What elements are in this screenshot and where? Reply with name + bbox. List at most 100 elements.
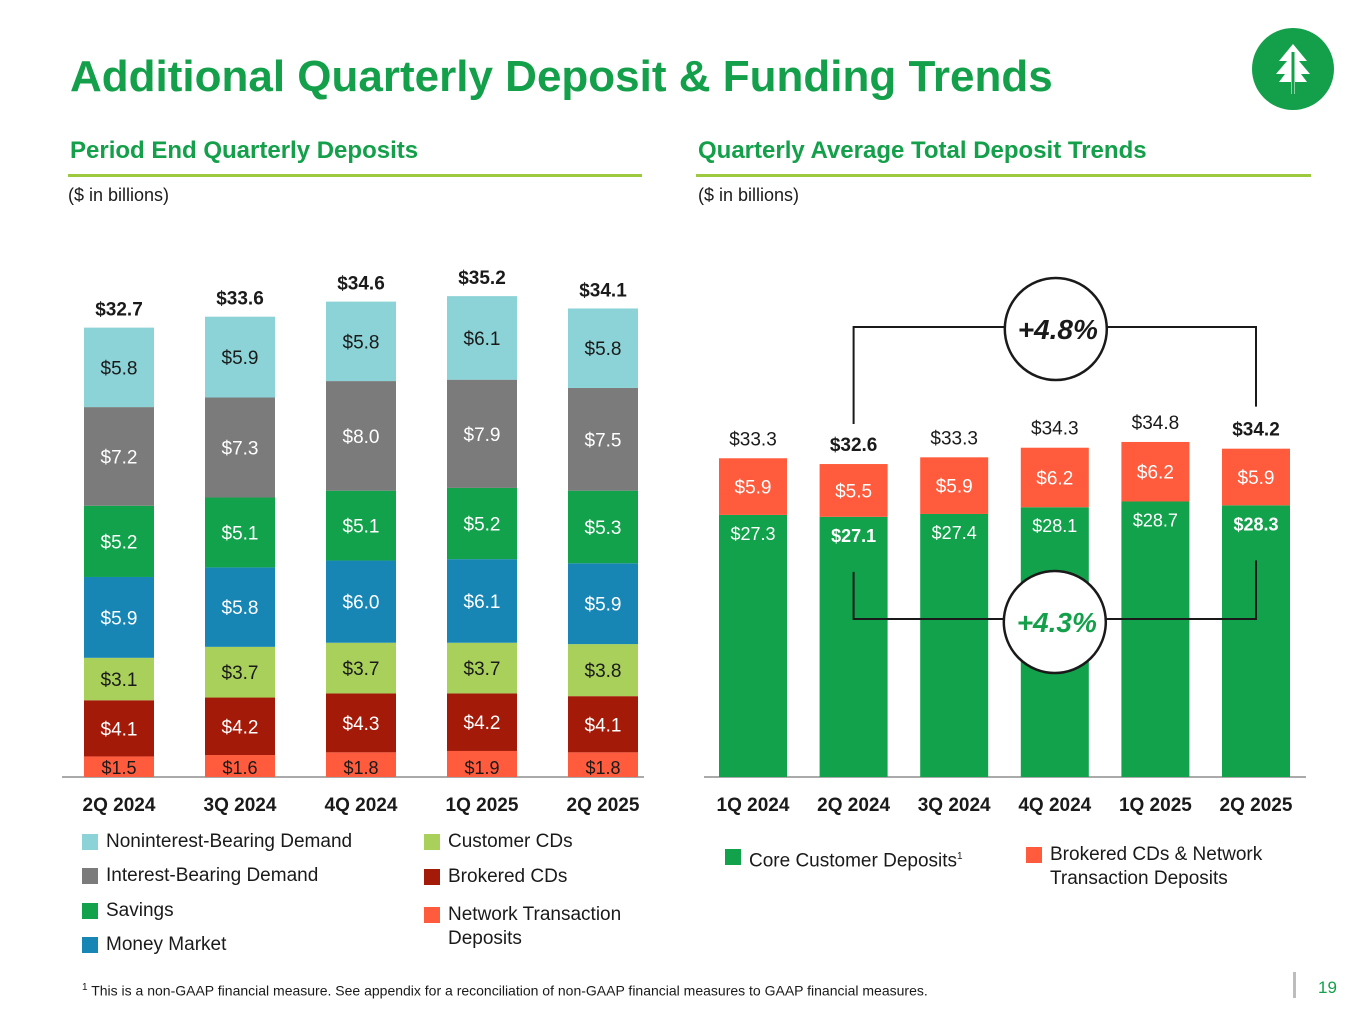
data-label: $5.9 (1238, 468, 1275, 489)
x-tick-label: 2Q 2024 (83, 795, 156, 816)
x-tick-label: 2Q 2024 (817, 795, 890, 816)
total-label: $34.8 (1132, 413, 1180, 434)
x-tick-label: 3Q 2024 (204, 795, 277, 816)
data-label: $5.2 (101, 532, 138, 553)
data-label: $5.3 (585, 518, 622, 539)
right-panel-heading: Quarterly Average Total Deposit Trends (698, 137, 1147, 164)
total-label: $34.2 (1232, 420, 1280, 441)
core-growth-callout-circle (1002, 569, 1108, 675)
x-tick-label: 2Q 2025 (567, 795, 640, 816)
data-label: $3.8 (585, 661, 622, 682)
bar-segment-brokered-cds-network-transaction-deposits (1222, 448, 1290, 506)
bar-segment-noninterest-bearing-demand (205, 316, 275, 398)
data-label: $28.3 (1233, 514, 1278, 534)
data-label: $6.2 (1036, 468, 1073, 489)
bar-segment-savings (568, 490, 638, 564)
data-label: $5.9 (222, 348, 259, 369)
data-label: $5.5 (835, 481, 872, 502)
data-label: $7.2 (101, 447, 138, 468)
data-label: $6.1 (464, 592, 501, 613)
bar-segment-brokered-cds (447, 693, 517, 751)
footnote-marker: 1 (82, 982, 88, 993)
data-label: $5.8 (585, 339, 622, 360)
bar-segment-interest-bearing-demand (84, 407, 154, 506)
bar-segment-core-customer-deposits (920, 513, 989, 777)
legend-swatch (82, 834, 98, 850)
bar-segment-brokered-cds-network-transaction-deposits (920, 457, 989, 514)
legend-swatch (424, 907, 440, 923)
bar-segment-brokered-cds (568, 696, 638, 753)
x-tick-label: 2Q 2025 (1220, 795, 1293, 816)
data-label: $27.3 (730, 524, 775, 544)
total-growth-callout: +4.8% (1018, 314, 1098, 345)
bar-segment-customer-cds (205, 646, 275, 698)
data-label: $5.1 (222, 523, 259, 544)
bar-segment-network-transaction-deposits (326, 752, 396, 777)
bar-segment-money-market (326, 560, 396, 643)
bar-segment-customer-cds (84, 657, 154, 701)
left-heading-rule (68, 174, 642, 177)
bank-logo-icon (1252, 28, 1334, 110)
bar-segment-noninterest-bearing-demand (568, 308, 638, 388)
data-label: $1.8 (585, 758, 620, 778)
bar-segment-network-transaction-deposits (84, 756, 154, 777)
total-label: $34.1 (579, 280, 627, 301)
data-label: $3.7 (464, 659, 501, 680)
bar-segment-interest-bearing-demand (205, 397, 275, 498)
bar-segment-core-customer-deposits (1121, 501, 1190, 777)
total-growth-callout-circle (1003, 276, 1109, 382)
bar-segment-core-customer-deposits (719, 514, 787, 777)
bar-segment-money-market (84, 576, 154, 658)
bar-segment-interest-bearing-demand (447, 379, 517, 488)
total-label: $34.6 (337, 274, 385, 295)
data-label: $6.2 (1137, 463, 1174, 484)
bar-segment-noninterest-bearing-demand (326, 301, 396, 382)
legend-label-core: Core Customer Deposits (749, 850, 958, 872)
data-label: $27.1 (831, 526, 876, 546)
bar-segment-money-market (205, 567, 275, 647)
x-tick-label: 4Q 2024 (1018, 795, 1091, 816)
data-label: $27.4 (932, 523, 977, 543)
data-label: $4.2 (222, 717, 259, 738)
data-label: $5.8 (101, 358, 138, 379)
bar-segment-savings (326, 490, 396, 561)
bar-segment-interest-bearing-demand (568, 387, 638, 491)
data-label: $3.1 (101, 670, 138, 691)
bar-segment-noninterest-bearing-demand (84, 327, 154, 408)
page-number: 19 (1318, 978, 1337, 997)
total-label: $32.7 (95, 300, 143, 321)
data-label: $6.0 (343, 593, 380, 614)
footnote: 1 This is a non-GAAP financial measure. … (82, 982, 928, 999)
bar-segment-network-transaction-deposits (568, 752, 638, 777)
x-tick-label: 1Q 2025 (1119, 795, 1192, 816)
bar-segment-brokered-cds-network-transaction-deposits (1020, 447, 1089, 508)
data-label: $1.9 (464, 758, 499, 778)
data-label: $5.9 (585, 595, 622, 616)
left-panel-heading: Period End Quarterly Deposits (70, 137, 419, 164)
data-label: $1.8 (343, 758, 378, 778)
data-label: $4.3 (343, 714, 380, 735)
bar-segment-brokered-cds (205, 697, 275, 756)
data-label: $6.1 (464, 329, 501, 350)
x-tick-label: 1Q 2024 (717, 795, 790, 816)
right-heading-rule (696, 174, 1311, 177)
bar-segment-savings (205, 497, 275, 568)
data-label: $28.7 (1133, 510, 1178, 530)
bar-segment-customer-cds (447, 642, 517, 694)
data-label: $4.1 (585, 715, 622, 736)
bar-segment-network-transaction-deposits (447, 750, 517, 777)
core-growth-callout: +4.3% (1017, 607, 1097, 638)
data-label: $5.9 (101, 608, 138, 629)
data-label: $5.8 (222, 598, 259, 619)
total-label: $33.6 (216, 289, 264, 310)
bar-segment-money-market (447, 559, 517, 643)
legend-swatch (424, 869, 440, 885)
bar-segment-savings (84, 505, 154, 577)
data-label: $1.5 (101, 758, 136, 778)
bar-segment-brokered-cds-network-transaction-deposits (1121, 441, 1190, 502)
data-label: $5.8 (343, 332, 380, 353)
bar-segment-brokered-cds-network-transaction-deposits (819, 464, 888, 517)
page-number-divider (1293, 972, 1296, 998)
footnote-marker: 1 (957, 851, 963, 862)
left-units-label: ($ in billions) (68, 185, 170, 205)
